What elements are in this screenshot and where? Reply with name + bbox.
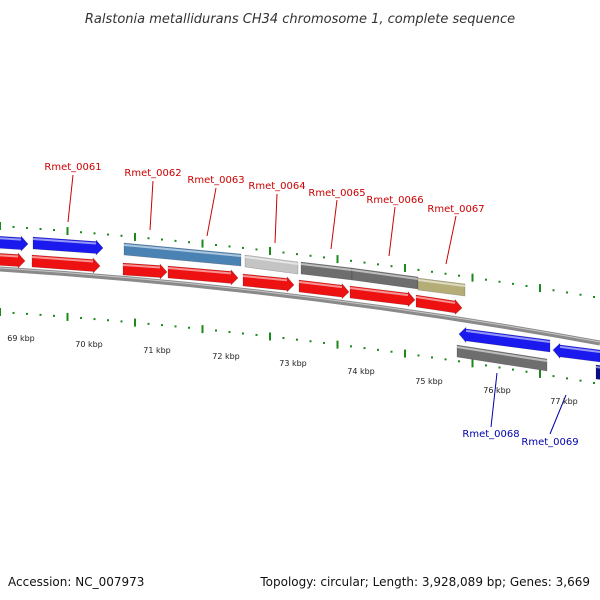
gene-rmet-0061-arrow-highlight [31,256,94,263]
gene-rmet-0069-arrow [552,342,600,363]
gene-rmet-0060-box-body [0,235,29,252]
leader-line-top [67,174,74,223]
gene-label-rmet-0063[interactable]: Rmet_0063 [187,175,244,186]
gene-rmet-0067-box-highlight [417,279,466,287]
gene-rmet-0065-arrow-highlight [298,281,343,289]
gene-rmet-0063-arrow-highlight [167,267,232,275]
gene-rmet-0064-box-highlight [244,256,299,265]
gene-rmet-0062-arrow-highlight [122,264,161,269]
gene-rmet-0062-arrow [122,262,168,280]
gene-rmet-0064-arrow [242,273,295,293]
gene-label-rmet-0065[interactable]: Rmet_0065 [308,188,365,199]
chromosome-backbone [0,266,600,346]
scale-label-71kbp: 71 kbp [143,346,171,355]
gene-rmet-0067-box [417,277,466,297]
gene-rmet-0066-box [351,267,419,290]
gene-rmet-0070-box-body [595,364,600,380]
gene-label-rmet-0066[interactable]: Rmet_0066 [366,195,423,206]
scale-label-77kbp: 77 kbp [550,397,578,406]
gene-rmet-0061-box-body [32,236,104,256]
gene-rmet-0060-arrow-highlight [0,254,19,258]
gene-rmet-0060-box [0,235,29,252]
gene-rmet-0068-arrow-highlight [465,329,551,343]
leader-line-top [330,199,338,250]
scale-label-76kbp: 76 kbp [483,386,511,395]
gene-rmet-0067-arrow-highlight [415,296,456,304]
gene-rmet-0065-box-highlight [300,263,353,271]
map-title: Ralstonia metallidurans CH34 chromosome … [85,12,515,27]
gene-label-rmet-0067[interactable]: Rmet_0067 [427,204,484,215]
label-leaders [67,174,567,435]
gene-label-rmet-0069[interactable]: Rmet_0069 [521,437,578,448]
leader-line-top [149,180,154,231]
gene-rmet-0060-arrow-body [0,252,26,269]
genome-summary-text: Topology: circular; Length: 3,928,089 bp… [259,575,590,589]
gene-rmet-0061-arrow-body [31,254,101,274]
gene-label-rmet-0061[interactable]: Rmet_0061 [44,162,101,173]
gene-rmet-0061-box [32,236,104,256]
scale-label-75kbp: 75 kbp [415,377,443,386]
leader-line-top [274,193,278,244]
scale-label-73kbp: 73 kbp [279,359,307,368]
chromosome-backbone-highlight [0,267,600,343]
leader-line-bottom [549,394,567,435]
gene-rmet-0069-arrow-body [552,342,600,363]
gene-rmet-0069-arrow-highlight [559,345,600,353]
leader-line-top [445,215,457,265]
gene-rmet-0065-arrow [298,279,350,300]
gene-rmet-0065-box [300,261,353,281]
gene-rmet-0060-box-highlight [0,237,22,241]
gene-label-rmet-0064[interactable]: Rmet_0064 [248,181,305,192]
gene-rmet-0068-box [456,344,548,372]
leader-line-top [388,206,396,257]
inner-tick-ring [0,308,595,384]
gene-rmet-0064-box [244,254,299,275]
gene-rmet-0062-0063-box [123,242,242,267]
scale-label-70kbp: 70 kbp [75,340,103,349]
accession-text: Accession: NC_007973 [8,575,144,589]
gene-rmet-0061-box-highlight [32,238,97,245]
gene-rmet-0063-arrow-body [167,265,239,286]
gene-rmet-0068-arrow [458,326,551,353]
gene-label-rmet-0062[interactable]: Rmet_0062 [124,168,181,179]
gene-rmet-0065-arrow-body [298,279,350,300]
gene-rmet-0063-arrow [167,265,239,286]
outer-tick-ring [0,222,595,298]
gene-rmet-0062-0063-box-highlight [123,244,242,257]
gene-rmet-0067-arrow [415,294,463,316]
gene-rmet-0064-arrow-highlight [242,275,288,282]
scale-label-74kbp: 74 kbp [347,367,375,376]
gene-rmet-0070-box-highlight [595,366,600,369]
leader-line-top [206,187,217,237]
gene-rmet-0070-box [595,364,600,380]
gene-rmet-0066-arrow-highlight [349,287,409,297]
gene-label-rmet-0068[interactable]: Rmet_0068 [462,429,519,440]
gene-rmet-0066-arrow-body [349,285,416,308]
leader-line-bottom [490,372,498,428]
gene-rmet-0067-arrow-body [415,294,463,316]
gene-rmet-0066-box-highlight [351,269,419,280]
gene-rmet-0068-box-highlight [456,346,548,362]
gene-rmet-0060-arrow [0,252,26,269]
gene-rmet-0061-arrow [31,254,101,274]
gene-rmet-0066-arrow [349,285,416,308]
scale-label-69kbp: 69 kbp [7,334,35,343]
gene-track [0,235,600,380]
scale-label-72kbp: 72 kbp [212,352,240,361]
gene-rmet-0064-arrow-body [242,273,295,293]
